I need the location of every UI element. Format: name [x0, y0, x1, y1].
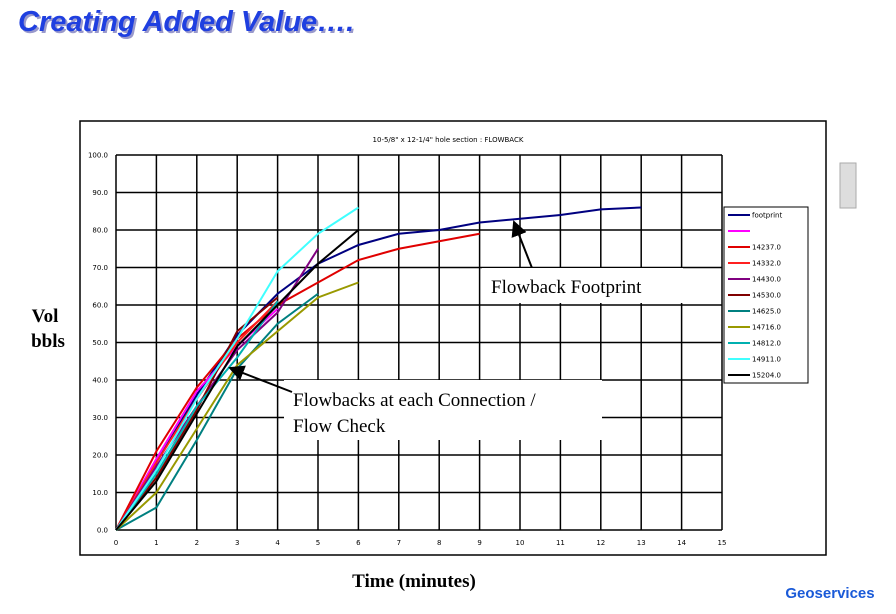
legend-label: 14430.0	[752, 276, 781, 284]
legend-label: 14911.0	[752, 356, 781, 364]
series-line	[115, 232, 480, 531]
chart-frame	[79, 120, 827, 556]
legend-label: 14530.0	[752, 292, 781, 300]
logo: Geoservices	[785, 585, 874, 602]
y-label: Vol	[32, 306, 59, 327]
annotation-box	[284, 380, 602, 440]
y-tick-label: 50.0	[92, 339, 108, 347]
x-tick-label: 2	[195, 539, 199, 547]
y-tick-label: 20.0	[92, 452, 108, 460]
series-line	[115, 206, 359, 531]
y-tick-label: 70.0	[92, 264, 108, 272]
series-line	[115, 300, 279, 531]
x-tick-label: 3	[235, 539, 239, 547]
y-tick-label: 60.0	[92, 302, 108, 310]
legend-label: 14332.0	[752, 260, 781, 268]
plot: 0 1 2 3 4 5 6 7 8 9 10 11 12 13 14 150.010.020.030.040.…	[88, 152, 809, 547]
y-tick-label: 0.0	[97, 527, 108, 535]
x-tick-label: 0	[114, 539, 118, 547]
y-label: bbls	[31, 331, 65, 352]
x-tick-label: 10	[516, 539, 525, 547]
arrow	[511, 220, 533, 269]
x-tick-label: 8	[437, 539, 441, 547]
series-line	[115, 281, 359, 531]
legend-label: 14812.0	[752, 340, 781, 348]
annotation: Flowbacks at each Connection /	[293, 390, 536, 411]
y-tick-label: 30.0	[92, 414, 108, 422]
x-tick-label: 4	[275, 539, 280, 547]
series-line	[115, 296, 279, 531]
x-tick-label: 9	[477, 539, 481, 547]
arrow	[228, 365, 293, 393]
chart-title: 10-5/8" x 12-1/4" hole section : FLOWBAC…	[373, 136, 524, 144]
x-tick-label: 6	[356, 539, 361, 547]
y-tick-label: 10.0	[92, 489, 108, 497]
x-tick-label: 14	[677, 539, 686, 547]
legend-label: 14625.0	[752, 308, 781, 316]
slide-title: Creating Added Value….	[18, 6, 354, 38]
x-tick-label: 1	[154, 539, 158, 547]
annotation: Flow Check	[293, 416, 386, 437]
x-tick-label: 12	[596, 539, 605, 547]
x-tick-label: 5	[316, 539, 320, 547]
x-label: Time (minutes)	[352, 571, 476, 592]
series-line	[115, 292, 319, 531]
x-tick-label: 15	[718, 539, 727, 547]
legend-label: 14237.0	[752, 244, 781, 252]
series-line	[115, 229, 360, 531]
legend-label: 15204.0	[752, 372, 781, 380]
scroll-widget	[839, 162, 857, 209]
y-tick-label: 80.0	[92, 227, 108, 235]
title-shadow: Creating Added Value….	[20, 8, 356, 40]
y-tick-label: 40.0	[92, 377, 108, 385]
annotation-box	[482, 268, 683, 303]
legend-label: footprint	[752, 212, 782, 220]
x-tick-label: 7	[397, 539, 401, 547]
x-tick-label: 13	[637, 539, 646, 547]
annotation: Flowback Footprint	[491, 277, 642, 298]
y-tick-label: 100.0	[88, 152, 108, 160]
x-tick-label: 11	[556, 539, 565, 547]
annotations: Flowback Footprint Flowbacks at each Con…	[228, 220, 683, 440]
y-tick-label: 90.0	[92, 189, 108, 197]
legend-label: 14716.0	[752, 324, 781, 332]
